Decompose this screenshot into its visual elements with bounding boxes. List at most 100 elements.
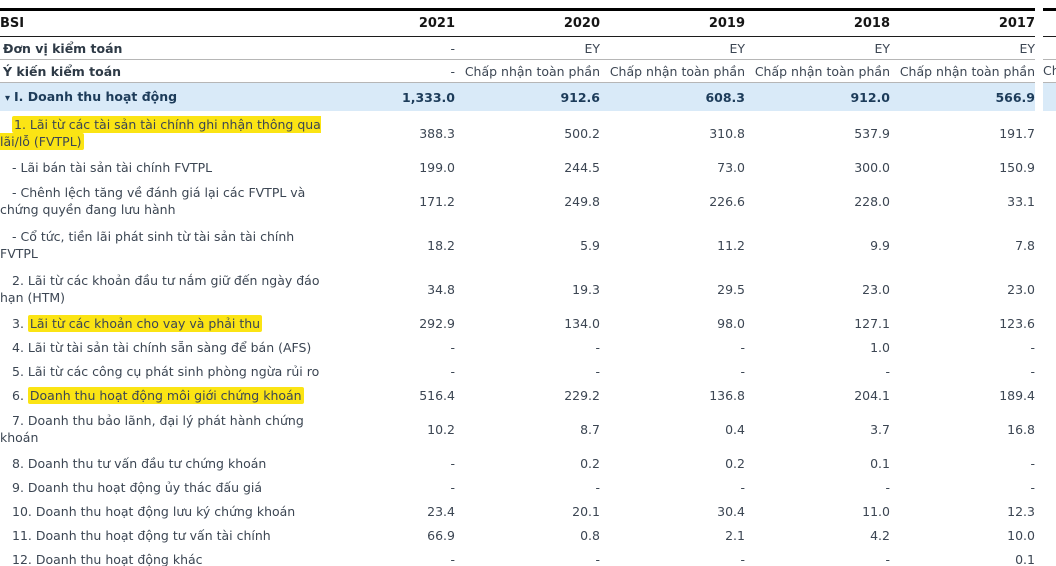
row-label: 11. Doanh thu hoạt động tư vấn tài chính	[12, 527, 271, 543]
cell-value: 98.0	[717, 315, 745, 331]
cell-value: 11.0	[862, 503, 890, 519]
cell-value: 10.0	[1007, 527, 1035, 543]
cell-value: 0.8	[580, 527, 600, 543]
cell-value: 7.8	[1015, 237, 1035, 253]
cell-value: -	[450, 363, 455, 379]
cell-value: Chấp nhận toàn phần	[745, 59, 890, 83]
cell-value: -	[450, 479, 455, 495]
cell-value: EY	[890, 36, 1035, 60]
row-label: - Lãi bán tài sản tài chính FVTPL	[12, 159, 213, 175]
cell-value: -	[1030, 363, 1035, 379]
cell-value: -	[595, 551, 600, 566]
cell-value: 123.6	[999, 315, 1035, 331]
cell-value: 16.8	[1007, 421, 1035, 437]
cell-value: 199.0	[419, 159, 455, 175]
cell-value: 19.3	[572, 281, 600, 297]
cell-value: 20.1	[572, 503, 600, 519]
table-row: - Chênh lệch tăng về đánh giá lại các FV…	[0, 179, 1035, 223]
cell-value: 0.1	[1015, 551, 1035, 566]
cell-value: 244.5	[564, 159, 600, 175]
cell-value: 73.0	[717, 159, 745, 175]
row-label: 9. Doanh thu hoạt động ủy thác đấu giá	[12, 479, 263, 495]
clipped-next-year-column: Chấ	[1043, 8, 1056, 111]
table-row: 3. Lãi từ các khoản cho vay và phải thu 2…	[0, 311, 1035, 335]
cell-value: -	[595, 339, 600, 355]
cell-value: 136.8	[709, 387, 745, 403]
cell-value: 4.2	[870, 527, 890, 543]
cell-value: 1,333.0	[400, 82, 455, 111]
cell-value: 30.4	[717, 503, 745, 519]
cell-value: 1.0	[870, 339, 890, 355]
cell-value: 204.1	[854, 387, 890, 403]
cell-value: -	[595, 479, 600, 495]
table-row: 9. Doanh thu hoạt động ủy thác đấu giá - -…	[0, 475, 1035, 499]
cell-value: 127.1	[854, 315, 890, 331]
table-row: 1. Lãi từ các tài sản tài chính ghi nhận…	[0, 111, 1035, 155]
table-top-border	[1043, 8, 1056, 11]
cell-value: 3.7	[870, 421, 890, 437]
clipped-section-cell	[1043, 83, 1056, 111]
cell-value: -	[450, 339, 455, 355]
year-header-2018: 2018	[745, 9, 890, 37]
cell-value: -	[740, 339, 745, 355]
row-label: 3. Lãi từ các khoản cho vay và phải thu	[12, 314, 263, 332]
cell-value: -	[885, 363, 890, 379]
clipped-audit-opinion-cell: Chấ	[1043, 60, 1056, 83]
table-row: 8. Doanh thu tư vấn đầu tư chứng khoán - 0…	[0, 451, 1035, 475]
table-row: 2. Lãi từ các khoản đầu tư nắm giữ đến n…	[0, 267, 1035, 311]
income-statement-table: BSI 2021 2020 2019 2018 2017 Đơn vị kiểm…	[0, 8, 1035, 566]
cell-value: 5.9	[580, 237, 600, 253]
cell-value: 226.6	[709, 193, 745, 209]
cell-value: -	[450, 551, 455, 566]
cell-value: 23.0	[1007, 281, 1035, 297]
cell-value: 8.7	[580, 421, 600, 437]
cell-value: 171.2	[419, 193, 455, 209]
cell-value: -	[1030, 339, 1035, 355]
table-row: 6. Doanh thu hoạt động môi giới chứng kh…	[0, 383, 1035, 407]
cell-value: 2.1	[725, 527, 745, 543]
table-row: 10. Doanh thu hoạt động lưu ký chứng kho…	[0, 499, 1035, 523]
cell-value: 23.0	[862, 281, 890, 297]
row-label: 12. Doanh thu hoạt động khác	[12, 551, 203, 566]
year-header-2019: 2019	[600, 9, 745, 37]
ticker-label: BSI	[0, 9, 400, 37]
table-row: 11. Doanh thu hoạt động tư vấn tài chính…	[0, 523, 1035, 547]
cell-value: 9.9	[870, 237, 890, 253]
revenue-rows: 1. Lãi từ các tài sản tài chính ghi nhận…	[0, 111, 1035, 566]
section-row-operating-revenue[interactable]: ▾ I. Doanh thu hoạt động 1,333.0 912.6 60…	[0, 82, 1035, 111]
cell-value: 18.2	[427, 237, 455, 253]
highlight-marker: Lãi từ các khoản cho vay và phải thu	[27, 314, 263, 332]
cell-value: 228.0	[854, 193, 890, 209]
cell-value: 134.0	[564, 315, 600, 331]
cell-value: 537.9	[854, 125, 890, 141]
cell-value: 292.9	[419, 315, 455, 331]
highlight-marker: Doanh thu hoạt động môi giới chứng khoán	[27, 386, 304, 404]
cell-value: 11.2	[717, 237, 745, 253]
table-row: 4. Lãi từ tài sản tài chính sẵn sàng để …	[0, 335, 1035, 359]
cell-value: 34.8	[427, 281, 455, 297]
cell-value: EY	[455, 36, 600, 60]
cell-value: 608.3	[600, 82, 745, 111]
cell-value: 0.2	[580, 455, 600, 471]
cell-value: -	[885, 479, 890, 495]
row-label: 4. Lãi từ tài sản tài chính sẵn sàng để …	[12, 339, 312, 355]
cell-value: 0.4	[725, 421, 745, 437]
row-label: 7. Doanh thu bảo lãnh, đại lý phát hành …	[0, 413, 304, 445]
table-row: 7. Doanh thu bảo lãnh, đại lý phát hành …	[0, 407, 1035, 451]
section-label: I. Doanh thu hoạt động	[14, 88, 178, 104]
table-row: - Cổ tức, tiền lãi phát sinh từ tài sản …	[0, 223, 1035, 267]
row-label: 10. Doanh thu hoạt động lưu ký chứng kho…	[12, 503, 296, 519]
cell-value: 249.8	[564, 193, 600, 209]
row-label: - Chênh lệch tăng về đánh giá lại các FV…	[0, 185, 306, 217]
cell-value: 0.2	[725, 455, 745, 471]
highlight-marker: 1. Lãi từ các tài sản tài chính ghi nhận…	[0, 116, 321, 150]
cell-value: 150.9	[999, 159, 1035, 175]
collapse-arrow-icon[interactable]: ▾	[5, 92, 11, 104]
row-label: 2. Lãi từ các khoản đầu tư nắm giữ đến n…	[0, 273, 320, 305]
row-label: 5. Lãi từ các công cụ phát sinh phòng ng…	[12, 363, 320, 379]
cell-value: EY	[745, 36, 890, 60]
cell-value: 29.5	[717, 281, 745, 297]
cell-value: 33.1	[1007, 193, 1035, 209]
row-label: 6. Doanh thu hoạt động môi giới chứng kh…	[12, 386, 304, 404]
